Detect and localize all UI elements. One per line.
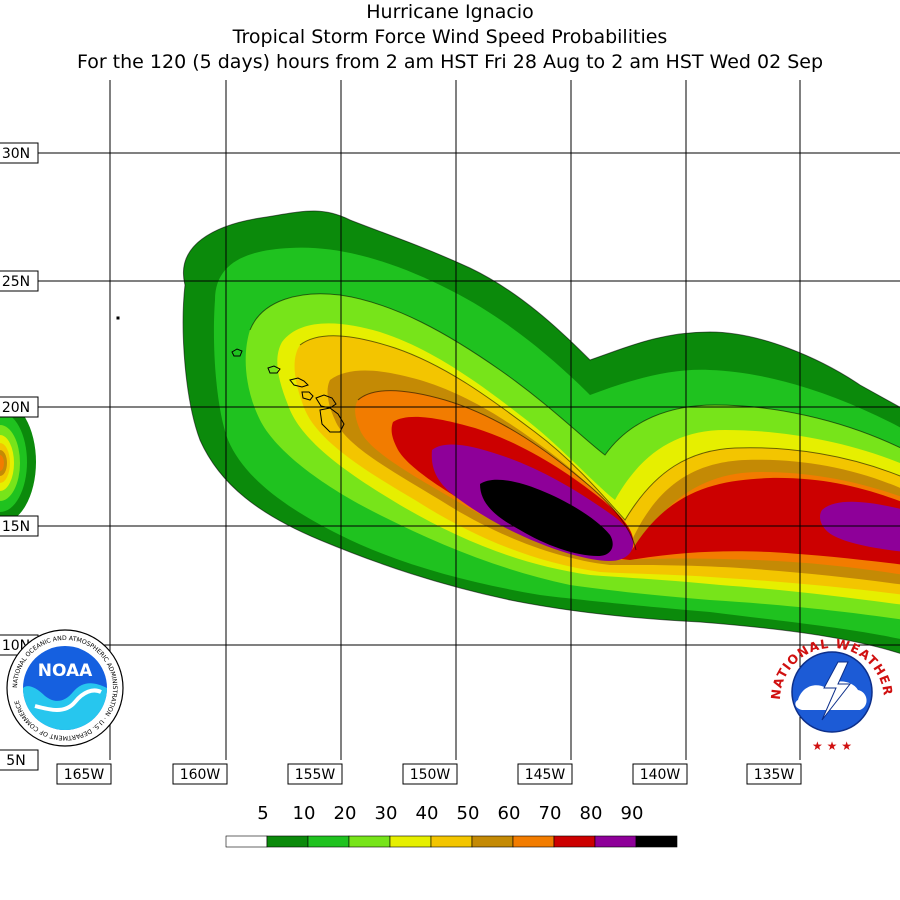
- legend-value: 20: [333, 803, 357, 824]
- legend-value: 5: [257, 803, 269, 824]
- longitude-label: 160W: [172, 763, 228, 785]
- svg-text:155W: 155W: [295, 767, 336, 783]
- longitude-label: 140W: [632, 763, 688, 785]
- svg-text:150W: 150W: [410, 767, 451, 783]
- noaa-logo-text: NOAA: [38, 661, 93, 681]
- legend-swatch: [471, 835, 514, 848]
- legend-swatch: [430, 835, 473, 848]
- svg-text:135W: 135W: [754, 767, 795, 783]
- island-maui: [315, 394, 337, 409]
- lat-lon-grid: [0, 80, 900, 760]
- chart-title: Hurricane Ignacio: [366, 1, 534, 23]
- legend-value: 90: [620, 803, 644, 824]
- latitude-label: 30N: [0, 142, 39, 164]
- legend-swatch: [266, 835, 309, 848]
- west-probability-cluster: [0, 400, 36, 524]
- legend-swatch: [635, 835, 678, 848]
- island-kauai: [231, 348, 243, 357]
- longitude-label: 165W: [56, 763, 112, 785]
- island-hawaii: [319, 407, 345, 433]
- svg-text:140W: 140W: [640, 767, 681, 783]
- noaa-logo: NATIONAL OCEANIC AND ATMOSPHERIC ADMINIS…: [6, 629, 124, 747]
- latitude-label: 5N: [0, 749, 39, 771]
- coastlines: [116, 316, 345, 433]
- contour-over-90-percent: [480, 479, 613, 556]
- svg-text:20N: 20N: [2, 400, 30, 416]
- island-molokai: [289, 377, 309, 388]
- legend-value: 50: [456, 803, 480, 824]
- contour-outlines: [182, 210, 900, 654]
- legend-swatch: [225, 835, 268, 848]
- chart-period: For the 120 (5 days) hours from 2 am HST…: [76, 51, 824, 73]
- svg-text:30N: 30N: [2, 146, 30, 162]
- chart-subtitle: Tropical Storm Force Wind Speed Probabil…: [232, 26, 668, 48]
- chart-title-block: Hurricane Ignacio Tropical Storm Force W…: [0, 0, 900, 75]
- legend-swatch: [389, 835, 432, 848]
- legend-swatch: [594, 835, 637, 848]
- longitude-labels: 165W 160W 155W 150W 145W 140W 135W: [56, 763, 802, 785]
- longitude-label: 145W: [517, 763, 573, 785]
- legend-value: 80: [579, 803, 603, 824]
- legend-swatch: [307, 835, 350, 848]
- legend-value: 30: [374, 803, 398, 824]
- longitude-label: 155W: [287, 763, 343, 785]
- probability-contours: [0, 210, 900, 654]
- island-lanai: [301, 391, 314, 401]
- legend-value: 10: [292, 803, 316, 824]
- island-oahu: [267, 365, 281, 374]
- legend-swatch: [553, 835, 596, 848]
- svg-text:15N: 15N: [2, 519, 30, 535]
- longitude-label: 150W: [402, 763, 458, 785]
- legend-swatch: [512, 835, 555, 848]
- legend-value: 60: [497, 803, 521, 824]
- legend-value: 40: [415, 803, 439, 824]
- svg-text:145W: 145W: [525, 767, 566, 783]
- legend-color-bar: [225, 835, 678, 848]
- svg-text:25N: 25N: [2, 274, 30, 290]
- svg-text:5N: 5N: [6, 753, 25, 769]
- longitude-label: 135W: [746, 763, 802, 785]
- svg-text:★ ★ ★: ★ ★ ★: [812, 739, 852, 753]
- latitude-label: 20N: [0, 396, 39, 418]
- latitude-label: 15N: [0, 515, 39, 537]
- nws-logo: NATIONAL WEATHER SERVICE ★ ★ ★: [768, 636, 895, 753]
- legend-value: 70: [538, 803, 562, 824]
- latitude-label: 25N: [0, 270, 39, 292]
- svg-text:160W: 160W: [180, 767, 221, 783]
- legend-swatch: [348, 835, 391, 848]
- island-nihoa: [116, 316, 120, 320]
- svg-text:165W: 165W: [64, 767, 105, 783]
